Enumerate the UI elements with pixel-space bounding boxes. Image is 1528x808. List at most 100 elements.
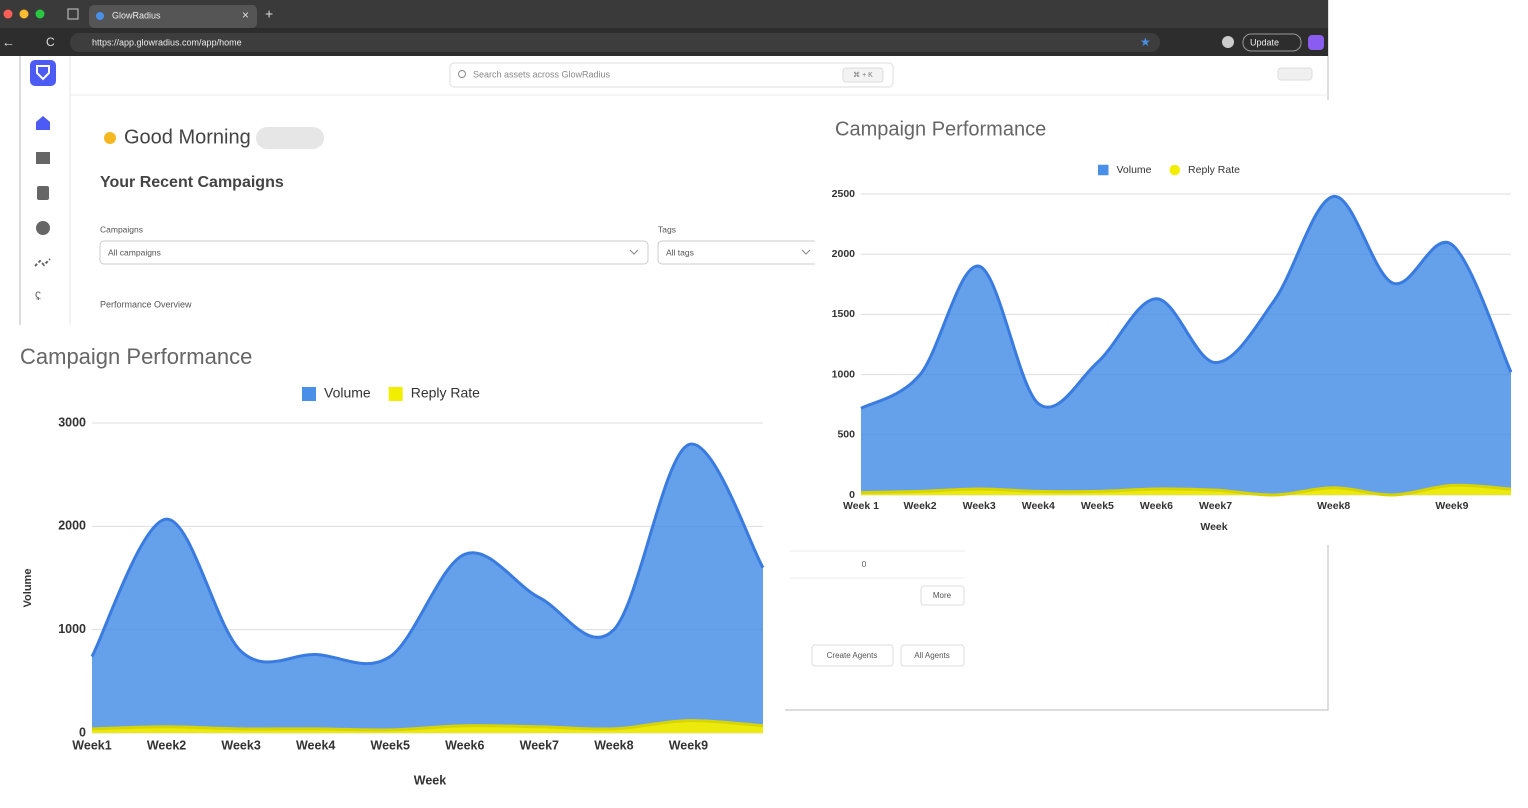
update-label: Update: [1250, 37, 1279, 47]
x-axis-title: Week: [414, 773, 446, 787]
y-tick-label: 3000: [58, 415, 86, 429]
charts: Campaign Performance 0 500 1000 1500 2000 2500…: [0, 100, 1528, 808]
x-tick-label: Week8: [594, 738, 633, 752]
greeting: Good Morning: [124, 126, 251, 148]
shortcut-box: [842, 67, 884, 83]
x-tick-label: Week6: [445, 738, 484, 752]
back[interactable]: ←: [2, 34, 15, 49]
nav-table[interactable]: [36, 152, 50, 164]
y-tick-label: 1000: [58, 622, 86, 636]
x-tick-label: Week3: [221, 738, 260, 752]
y-tick-label: 0: [79, 725, 86, 739]
min-dot[interactable]: [19, 9, 29, 19]
nav-trend[interactable]: [34, 258, 51, 267]
nav-bolt[interactable]: [36, 221, 50, 235]
x-tick-label: Week8: [1317, 500, 1350, 512]
tab-close[interactable]: ×: [242, 8, 249, 22]
campaigns-value: All campaigns: [108, 247, 161, 257]
tab-favicon: [96, 12, 104, 20]
create-agents-button[interactable]: [811, 644, 894, 667]
tags-value: All tags: [666, 247, 694, 257]
line: [91, 719, 764, 732]
search-placeholder: Search assets across GlowRadius: [473, 69, 611, 79]
area: [92, 444, 763, 733]
x-tick-label: Week7: [520, 738, 559, 752]
close-dot[interactable]: [3, 9, 13, 19]
search-icon: [458, 70, 466, 78]
tags-label: Tags: [658, 224, 676, 234]
x-axis-title: Week: [1200, 521, 1227, 533]
x-tick-label: Week2: [147, 738, 186, 752]
line: [90, 442, 765, 666]
x-tick-label: Week9: [1435, 500, 1468, 512]
all-agents-button[interactable]: [900, 644, 965, 667]
create-agents-label: Create Agents: [827, 651, 878, 660]
y-tick-label: 1000: [832, 368, 856, 380]
menu-toggle[interactable]: [1277, 67, 1313, 81]
more-label: More: [933, 591, 952, 600]
legend-marker: [1098, 164, 1109, 176]
line: [860, 194, 1513, 410]
x-tick-label: Week5: [1081, 500, 1114, 512]
chart-title: Campaign Performance: [835, 118, 1046, 140]
legend-marker: [388, 387, 403, 401]
line: [860, 483, 1512, 497]
x-tick-label: Week4: [296, 738, 335, 752]
more-button[interactable]: [920, 585, 965, 606]
legend-label: Volume: [1117, 164, 1152, 176]
chevron: [801, 249, 811, 255]
legend-label: Reply Rate: [1188, 164, 1240, 176]
y-tick-label: 500: [837, 429, 855, 441]
tab-title: GlowRadius: [112, 10, 161, 20]
x-tick-label: Week4: [1022, 500, 1055, 512]
address-bar[interactable]: [70, 33, 1160, 52]
x-tick-label: Week6: [1140, 500, 1173, 512]
legend-marker: [302, 387, 316, 401]
reload[interactable]: C: [46, 35, 55, 49]
zero-cell: 0: [862, 560, 867, 569]
campaigns-label: Campaigns: [100, 224, 143, 234]
x-tick-label: Week 1: [843, 500, 879, 512]
chart: Campaign Performance 0 500 1000 1500 2000 2500…: [815, 100, 1528, 545]
nav-doc[interactable]: [37, 186, 49, 200]
shortcut: ⌘ + K: [853, 71, 873, 79]
logo-glyph: [36, 65, 50, 81]
copilot[interactable]: [1308, 35, 1324, 50]
x-tick-label: Week2: [904, 500, 937, 512]
legend-label: Volume: [324, 385, 371, 401]
y-tick-label: 2500: [832, 188, 856, 200]
url: https://app.glowradius.com/app/home: [92, 37, 242, 47]
overview-title: Performance Overview: [100, 299, 192, 309]
y-tick-label: 2000: [58, 519, 86, 533]
y-tick-label: 0: [849, 489, 855, 501]
campaigns-select[interactable]: [99, 240, 649, 265]
chart-title: Campaign Performance: [20, 344, 252, 369]
nav-agents[interactable]: ʢ: [35, 289, 41, 303]
max-dot[interactable]: [35, 9, 45, 19]
legend-label: Reply Rate: [411, 385, 480, 401]
logo[interactable]: [30, 60, 56, 86]
x-tick-label: Week7: [1199, 500, 1232, 512]
area: [861, 196, 1511, 495]
x-tick-label: Week9: [669, 738, 708, 752]
x-tick-label: Week3: [963, 500, 996, 512]
recent-title: Your Recent Campaigns: [100, 174, 284, 191]
all-agents-label: All Agents: [914, 651, 950, 660]
profile[interactable]: [1222, 36, 1234, 48]
legend-marker: [1169, 164, 1181, 176]
blurred-name: [256, 127, 324, 149]
nav-home[interactable]: [36, 116, 50, 130]
chart: Campaign Performance 0 1000 2000 3000 Week1 We…: [0, 325, 785, 808]
search-box[interactable]: [449, 62, 894, 88]
y-tick-label: 1500: [832, 308, 856, 320]
tab[interactable]: [89, 5, 257, 28]
y-axis-title: Volume: [22, 569, 34, 608]
star[interactable]: ★: [1140, 35, 1151, 49]
tab-icon[interactable]: [67, 8, 79, 20]
update-button[interactable]: [1242, 33, 1302, 52]
x-tick-label: Week1: [72, 738, 111, 752]
new-tab[interactable]: +: [265, 6, 273, 22]
x-tick-label: Week5: [371, 738, 410, 752]
